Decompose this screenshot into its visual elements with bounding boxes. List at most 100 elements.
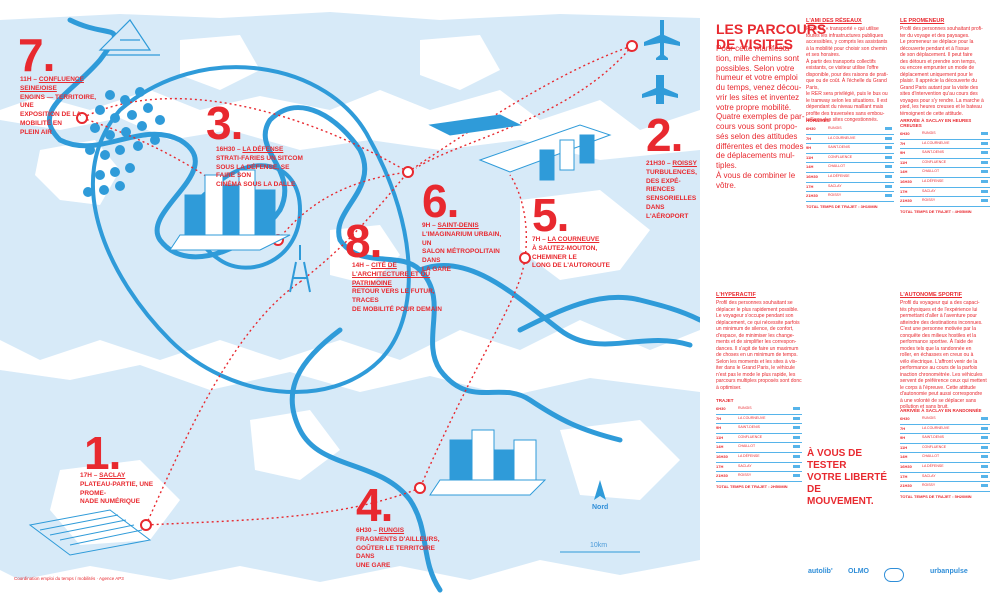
row-place: CHAILLOT: [922, 169, 940, 174]
profile-text-line: Le voyageur s'occupe pendant son: [716, 313, 794, 319]
row-time: 7H: [806, 135, 812, 141]
row-place: CHAILLOT: [828, 164, 846, 169]
row-time: 17H: [806, 183, 814, 189]
row-place: SAINT-DENIS: [828, 145, 850, 150]
transport-mode-icon: [981, 455, 988, 459]
table-row: 21H30 ROISSY: [900, 482, 990, 492]
table-row: 11H CONFLUENCE: [900, 444, 990, 454]
schedule-table: TRAJET 6H30 RUNGIS 7H LA COURNEUVE 9H SAINT-DE…: [716, 398, 802, 489]
stop-desc: une gare: [356, 562, 391, 570]
row-place: LA DÉFENSE: [738, 453, 760, 458]
profile-text-line: servent de préférence ceux qui mettent: [900, 378, 987, 384]
stop-time: 16H30: [216, 146, 236, 153]
stop-place: Roissy: [672, 160, 697, 167]
logo-olmo: OLMO: [848, 568, 869, 575]
urban-zones: [0, 12, 700, 582]
stop-number-3: 3.: [206, 97, 243, 149]
row-time: 9H: [806, 145, 812, 151]
profile-text-line: que ou de coût. À l'échelle du Grand Par…: [806, 78, 887, 91]
stop-number-8: 8.: [345, 215, 382, 267]
stop-desc: salon métropolitain dans: [422, 248, 500, 265]
logo-autolib: autolib': [808, 568, 833, 575]
row-place: SAINT-DENIS: [922, 435, 944, 440]
stop-label-1: 17H – Saclay Plateau-Partie, une prome- …: [80, 472, 160, 507]
stop-desc: Turbulences, des expé-: [646, 168, 697, 185]
panel-title-line: de visites: [716, 35, 794, 52]
panel-title: Les parcours de visites: [716, 22, 826, 51]
stop-number-2: 2.: [646, 109, 683, 161]
la-defense-towers-icon: [169, 169, 291, 251]
row-place: LA COURNEUVE: [738, 415, 766, 420]
profile-text-line: profite des traversées sans embou-: [806, 110, 885, 117]
stop-marker-4: [414, 482, 426, 494]
table-row: 9H SAINT-DENIS: [900, 434, 990, 444]
table-row: 17H SACLAY: [900, 473, 990, 483]
transport-mode-icon: [981, 474, 988, 478]
profile-text-line: ou encore emprunter un mode de: [900, 65, 975, 71]
profile-text-line: des détours et prendre son temps,: [900, 58, 977, 65]
intro-line: Quatre exemples de par-: [716, 112, 805, 122]
transport-mode-icon: [981, 426, 988, 430]
row-place: LA COURNEUVE: [922, 140, 950, 145]
stop-label-5: 7H – La Courneuve À Sautez-Mouton, chemi…: [532, 236, 632, 271]
transport-mode-icon: [793, 454, 800, 458]
row-time: 21H30: [806, 193, 818, 199]
intro-line: votre propre mobilité.: [716, 102, 792, 112]
profile-text-line: déplacement uniquement pour le: [900, 71, 973, 78]
profile-text-line: teillage des sites congestionnés.: [806, 117, 878, 123]
row-time: 11H: [806, 154, 814, 160]
row-time: 17H: [900, 188, 908, 194]
profile-text-line: permettant d'aller à l'aventure pour: [900, 313, 977, 319]
profile-text-line: roller, en échasses en creux ou à: [900, 352, 974, 358]
bridge-sculpture-icon: [98, 19, 160, 56]
profile-text-line: dépendant du niveau maillant mais: [806, 104, 884, 110]
row-time: 16H30: [716, 453, 728, 459]
table-row: 7H LA COURNEUVE: [806, 135, 894, 145]
scale-label: 10km: [590, 542, 608, 549]
stop-number-4: 4.: [356, 479, 393, 531]
profile-text-line: un minimum de silence, de confort,: [716, 326, 794, 332]
profile-text-line: d'espace, de minimiser les change-: [716, 332, 795, 339]
row-place: RUNGIS: [828, 126, 842, 130]
profile-text-line: à une volonté de se déplacer sans: [900, 397, 977, 404]
stop-label-8: 14H – Cité de l'architecture et du patri…: [352, 262, 452, 315]
row-place: RUNGIS: [922, 131, 936, 135]
profile-text-line: iter dans le Grand Paris, le véhicule: [716, 365, 795, 371]
profile-text: Profil de « transporté » qui utilise tout…: [806, 26, 896, 124]
table-row: 6H30 RUNGIS: [900, 130, 990, 140]
row-time: 14H: [900, 169, 908, 175]
row-place: SAINT-DENIS: [738, 425, 760, 430]
intro-line: vrir les sites et inventez: [716, 92, 800, 102]
stop-place: La Courneuve: [547, 236, 600, 243]
profile-text-line: conquête des milieux hostiles et la: [900, 332, 977, 339]
stop-time: 7H: [532, 236, 541, 243]
row-place: SACLAY: [828, 183, 842, 188]
row-time: 11H: [716, 434, 724, 440]
profile-text-line: Profil des personnes souhaitant se: [716, 300, 793, 306]
profile-text-line: découverte pendant et à l'issue: [900, 45, 970, 52]
table-row: 21H30 ROISSY: [900, 197, 990, 207]
row-place: CHAILLOT: [738, 444, 756, 449]
profile-text-line: performance au cours de la parfois: [900, 365, 978, 371]
profile-text-line: le RER sera privilégié, puis le bus ou: [806, 91, 888, 97]
profile-text-line: le corps à l'épreuve. Cette attitude: [900, 384, 976, 391]
stop-place: Saint-Denis: [437, 222, 479, 229]
table-row: 17H SACLAY: [716, 463, 802, 473]
profile-text-line: témoignent de cette attitude.: [900, 110, 964, 117]
table-row: 16H30 LA DÉFENSE: [716, 453, 802, 463]
table-heading: TRAJET: [716, 398, 734, 403]
row-place: CONFLUENCE: [828, 154, 853, 159]
profile-text: Profil des personnes souhaitant profi-te…: [900, 26, 990, 117]
profile-text-line: dances. Il s'agit de faire un maximum: [716, 345, 799, 352]
profile-text: Profil des personnes souhaitant se déplac…: [716, 300, 802, 391]
intro-line: différentes et des modes: [716, 141, 804, 151]
row-place: SAINT-DENIS: [922, 150, 944, 155]
table-row: 6H30 RUNGIS: [900, 415, 990, 425]
transport-mode-icon: [981, 179, 988, 183]
route-dots: [81, 45, 633, 526]
profile-text-line: parcours multiples proposés sont donc: [716, 378, 802, 384]
transport-mode-icon: [885, 136, 892, 140]
row-place: RUNGIS: [922, 416, 936, 420]
transport-mode-icon: [885, 127, 892, 130]
stop-place: Rungis: [378, 527, 405, 534]
